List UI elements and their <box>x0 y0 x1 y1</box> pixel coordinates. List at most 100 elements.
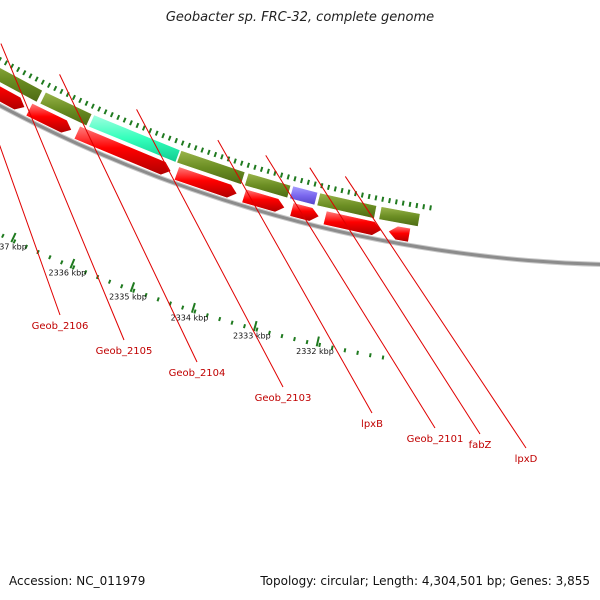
scale-tick <box>343 348 347 353</box>
inner-tick <box>3 60 9 66</box>
inner-tick <box>259 166 264 172</box>
scale-major-tick <box>190 302 196 313</box>
scale-tick <box>132 288 136 293</box>
inner-tick <box>333 186 337 192</box>
scale-tick <box>156 297 160 302</box>
inner-tick <box>154 130 159 136</box>
scale-tick <box>181 305 185 310</box>
inner-tick <box>47 82 52 89</box>
cds-track-segment-4 <box>0 67 43 103</box>
inner-tick <box>59 88 64 95</box>
inner-tick <box>388 197 391 204</box>
inner-tick <box>174 137 178 144</box>
inner-tick <box>213 151 218 158</box>
scale-tick <box>1 233 5 239</box>
scale-major-tick <box>10 232 17 243</box>
inner-tick <box>313 181 317 187</box>
inner-tick <box>53 85 58 92</box>
cds-track-segment-11 <box>378 206 421 227</box>
scale-tick <box>305 339 309 345</box>
forward-gene-arrow-6 <box>73 125 172 176</box>
scale-major-tick <box>315 336 320 347</box>
inner-tick <box>180 140 185 146</box>
gene-label-leader <box>217 139 373 414</box>
scale-label: 2335 kbp <box>109 292 147 301</box>
inner-tick <box>90 103 95 109</box>
gene-label-leader <box>0 43 125 341</box>
cds-track-segment-7 <box>176 150 246 185</box>
gene-label-leader <box>0 144 61 316</box>
inner-tick <box>167 135 172 141</box>
scale-label: 2334 kbp <box>171 313 209 322</box>
fabz-gene-segment-9 <box>289 185 319 206</box>
gene-label-leader <box>309 167 481 435</box>
scale-tick <box>24 244 28 249</box>
inner-tick <box>148 127 153 134</box>
inner-tick <box>360 192 364 198</box>
inner-tick <box>306 179 310 185</box>
inner-tick <box>129 120 133 126</box>
scale-label: 2333 kbp <box>233 332 271 341</box>
gene-label: fabZ <box>469 440 492 451</box>
cds-track-segment-10 <box>316 192 378 219</box>
scale-label: 2337 kbp <box>0 242 27 251</box>
scale-tick <box>318 342 322 348</box>
scale-tick <box>356 350 359 355</box>
inner-tick <box>207 149 211 156</box>
forward-gene-arrow-4 <box>0 85 26 111</box>
inner-tick <box>266 168 270 174</box>
scale-tick <box>330 345 334 350</box>
scale-tick <box>293 336 296 342</box>
inner-tick <box>193 145 198 151</box>
inner-tick <box>161 133 166 139</box>
inner-tick <box>16 66 21 73</box>
inner-tick <box>300 177 304 184</box>
scale-tick <box>193 309 197 314</box>
inner-tick <box>28 73 33 79</box>
inner-tick <box>293 176 297 182</box>
gene-label: lpxB <box>361 419 383 430</box>
genome-stats-text: Topology: circular; Length: 4,304,501 bp… <box>260 574 590 588</box>
scale-tick <box>107 279 112 284</box>
scale-tick <box>368 353 372 358</box>
backbone-layer <box>0 102 600 267</box>
gene-label-leader <box>59 74 198 363</box>
scale-tick <box>255 327 259 332</box>
scale-tick <box>218 316 222 322</box>
cds-track-segment-5 <box>39 91 93 127</box>
gene-label: Geob_2106 <box>32 321 89 332</box>
genes-layer <box>0 67 421 243</box>
inner-tick <box>200 147 205 153</box>
scale-tick <box>144 292 148 298</box>
forward-gene-arrow-5 <box>25 102 73 134</box>
inner-tick <box>408 201 412 208</box>
inner-tick <box>367 193 371 200</box>
ticks-layer <box>0 56 432 360</box>
scale-tick <box>280 333 284 339</box>
inner-tick <box>326 184 331 191</box>
forward-gene-arrow-7 <box>173 166 238 199</box>
inner-tick <box>0 56 2 62</box>
gene-label-leader <box>136 109 284 388</box>
scale-tick <box>242 323 246 329</box>
inner-tick <box>374 195 378 201</box>
scale-tick <box>83 270 88 275</box>
forward-gene-arrow-8 <box>241 188 286 213</box>
inner-tick <box>97 106 102 112</box>
inner-tick <box>109 111 114 118</box>
scale-tick <box>267 330 271 336</box>
inner-tick <box>103 109 108 115</box>
gene-label-leader <box>344 176 527 449</box>
inner-tick <box>415 202 419 209</box>
scale-major-tick <box>252 320 258 332</box>
inner-tick <box>347 189 351 195</box>
scale-major-tick <box>129 282 136 293</box>
inner-tick <box>381 196 385 202</box>
inner-tick <box>394 199 398 205</box>
inner-tick <box>286 174 290 180</box>
inner-tick <box>253 164 257 170</box>
inner-tick <box>340 187 344 194</box>
scale-major-tick <box>69 258 76 269</box>
scale-tick <box>120 284 124 289</box>
